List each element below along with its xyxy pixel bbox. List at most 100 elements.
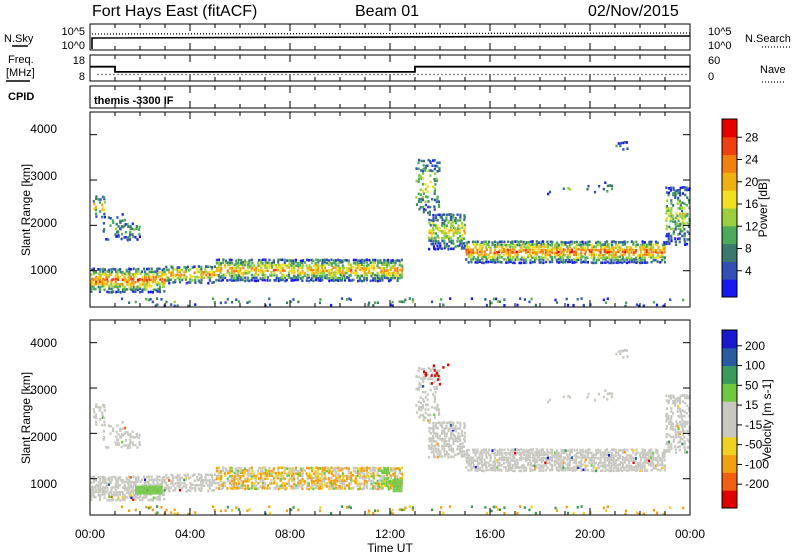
power-cell xyxy=(583,252,586,256)
velocity-cell xyxy=(481,454,484,457)
power-cell xyxy=(472,255,475,259)
power-cell xyxy=(454,231,457,235)
velocity-cell xyxy=(518,466,521,469)
power-cell xyxy=(432,213,435,217)
power-cell xyxy=(122,285,125,288)
velocity-cell xyxy=(116,443,119,446)
velocity-cell xyxy=(594,456,597,460)
velocity-cell xyxy=(533,464,536,468)
velocity-cell xyxy=(301,474,304,478)
power-cell xyxy=(290,269,293,272)
power-cell xyxy=(90,290,93,293)
velocity-cell xyxy=(575,456,578,459)
power-cell xyxy=(264,263,267,267)
velocity-cell xyxy=(507,448,510,452)
velocity-cell xyxy=(231,482,234,486)
velocity-cell xyxy=(385,477,388,480)
velocity-cell xyxy=(103,479,107,482)
velocity-ytick-4000: 4000 xyxy=(30,336,57,350)
power-cell xyxy=(595,259,598,262)
velocity-cell xyxy=(217,481,220,485)
power-cell xyxy=(133,228,136,231)
power-cell xyxy=(359,277,362,280)
power-cell xyxy=(277,263,280,267)
power-cell xyxy=(170,303,173,306)
power-cell xyxy=(616,255,620,259)
velocity-cell xyxy=(319,477,322,480)
power-cell xyxy=(566,258,570,261)
velocity-cell xyxy=(246,469,249,472)
velocity-cell xyxy=(140,478,143,481)
power-cell xyxy=(367,267,370,270)
power-cell xyxy=(146,267,149,271)
power-cell xyxy=(337,279,340,282)
power-cell xyxy=(599,253,602,256)
velocity-cell xyxy=(337,472,340,476)
power-cell xyxy=(191,279,194,282)
power-cell xyxy=(98,282,102,286)
velocity-cell xyxy=(106,488,109,491)
velocity-cell xyxy=(182,484,185,488)
velocity-cell xyxy=(562,458,565,462)
power-cell xyxy=(681,217,684,220)
power-cell xyxy=(611,184,614,188)
velocity-cell xyxy=(129,441,132,444)
power-cell xyxy=(679,228,682,231)
velocity-cell xyxy=(461,434,464,437)
power-cell xyxy=(170,274,173,277)
velocity-cell xyxy=(668,422,671,426)
velocity-cell xyxy=(376,509,379,513)
velocity-cell xyxy=(460,429,464,433)
power-cell xyxy=(661,243,664,247)
velocity-cell xyxy=(549,451,552,455)
velocity-cell xyxy=(281,477,284,480)
velocity-cell xyxy=(229,482,232,485)
power-cell xyxy=(128,235,131,238)
xtick-1200: 12:00 xyxy=(375,527,405,541)
velocity-cell xyxy=(681,394,684,397)
velocity-cell xyxy=(117,441,120,445)
power-cell xyxy=(663,241,666,244)
power-cell xyxy=(369,279,372,283)
power-cell xyxy=(477,256,480,259)
power-cell xyxy=(503,258,506,261)
power-cell xyxy=(132,278,135,281)
velocity-cell xyxy=(424,374,427,377)
velocity-cell xyxy=(115,481,118,484)
velocity-cell xyxy=(390,484,393,488)
velocity-cell xyxy=(132,493,135,497)
velocity-cell xyxy=(592,459,595,462)
velocity-cell xyxy=(688,409,691,413)
power-cell xyxy=(448,237,451,240)
velocity-cell xyxy=(90,481,93,484)
power-cell xyxy=(516,253,519,256)
velocity-cell xyxy=(439,450,442,453)
velocity-cell xyxy=(668,433,671,437)
power-cell xyxy=(443,232,446,235)
velocity-cell xyxy=(169,486,172,490)
velocity-cell xyxy=(429,413,432,417)
power-cell xyxy=(630,251,633,254)
power-cell xyxy=(217,279,220,282)
velocity-cell xyxy=(97,486,100,489)
cpid-value: themis -3300 IF xyxy=(94,95,174,107)
power-cell xyxy=(430,237,433,240)
velocity-cell xyxy=(686,422,689,425)
velocity-cell xyxy=(457,432,460,435)
power-cell xyxy=(652,246,655,249)
power-cell xyxy=(511,258,514,261)
velocity-cell xyxy=(110,499,113,502)
power-cell xyxy=(219,276,222,279)
power-cell xyxy=(283,264,286,267)
velocity-cell xyxy=(111,427,115,430)
power-cell xyxy=(216,266,219,270)
velocity-cell xyxy=(513,459,516,463)
velocity-cell xyxy=(544,457,547,460)
velocity-cell xyxy=(317,469,320,472)
velocity-cell xyxy=(297,470,300,473)
power-cell xyxy=(295,264,298,267)
power-cell xyxy=(287,266,290,269)
power-cell xyxy=(165,276,168,279)
velocity-cell xyxy=(474,451,477,455)
